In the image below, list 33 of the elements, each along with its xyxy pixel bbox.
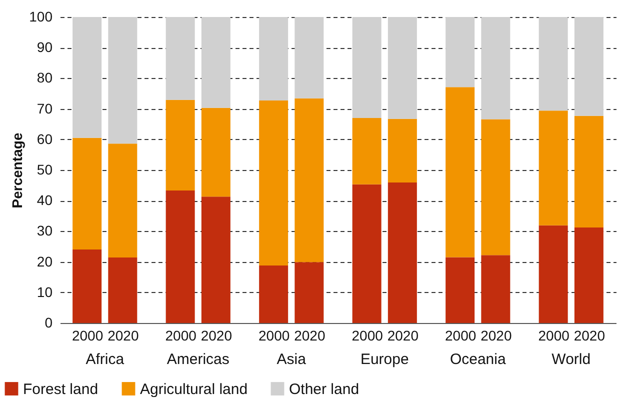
x-tick-label: 2000 <box>165 328 197 344</box>
legend-label: Other land <box>289 380 360 398</box>
text: Africa <box>86 351 125 368</box>
x-tick-label: 2020 <box>480 328 512 344</box>
x-tick-label: 2000 <box>258 328 290 344</box>
x-tick-label: 2000 <box>538 328 570 344</box>
y-tick-label: 40 <box>36 192 53 208</box>
x-tick-label: 2000 <box>352 328 384 344</box>
x-tick-label: 2000 <box>445 328 476 344</box>
y-tick-label: 100 <box>29 8 53 24</box>
y-axis-title: Percentage <box>9 132 26 208</box>
y-tick-label: 30 <box>36 222 53 239</box>
y-tick-label: 20 <box>36 253 53 270</box>
y-tick-label: 10 <box>36 284 53 300</box>
y-tick-label: 70 <box>36 100 53 116</box>
x-tick-label: 2020 <box>294 328 326 344</box>
legend-label: Forest land <box>23 380 98 398</box>
text: Oceania <box>450 351 506 368</box>
x-tick-label: 2020 <box>200 328 232 344</box>
x-tick-label: 2020 <box>108 328 139 344</box>
x-tick-label: 2020 <box>387 328 419 344</box>
x-tick-label: 2000 <box>72 328 104 344</box>
text: Americas <box>166 351 230 368</box>
text: Europe <box>360 351 409 368</box>
legend-label: Agricultural land <box>140 380 248 398</box>
y-tick-label: 0 <box>44 314 53 330</box>
y-tick-label: 60 <box>36 130 53 147</box>
x-tick-label: 2020 <box>574 328 606 344</box>
y-tick-label: 50 <box>36 162 53 178</box>
text: World <box>552 351 591 368</box>
y-tick-label: 80 <box>36 70 53 86</box>
text: Asia <box>276 351 307 368</box>
y-tick-label: 90 <box>36 39 53 56</box>
